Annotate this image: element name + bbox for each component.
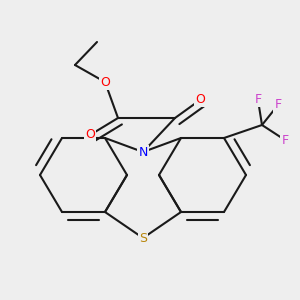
Text: F: F [274, 98, 282, 112]
Text: F: F [254, 94, 262, 106]
Text: O: O [100, 76, 110, 88]
Text: F: F [281, 134, 289, 146]
Text: S: S [139, 232, 147, 244]
Text: N: N [138, 146, 148, 158]
Text: O: O [195, 94, 205, 106]
Text: O: O [85, 128, 95, 142]
